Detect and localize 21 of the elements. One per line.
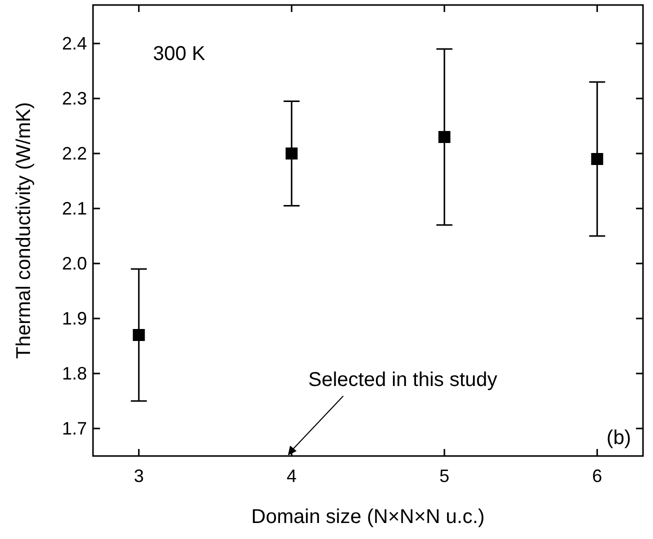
y-tick-label: 1.9 [62, 308, 87, 328]
y-tick-label: 2.4 [62, 34, 87, 54]
annotation: 300 K [153, 43, 206, 65]
y-axis-title: Thermal conductivity (W/mK) [13, 102, 35, 359]
point [591, 153, 604, 165]
y-tick-label: 2.3 [62, 88, 87, 108]
y-tick-label: 1.7 [62, 418, 87, 438]
y-tick-label: 2.2 [62, 144, 87, 164]
x-tick-label: 5 [439, 466, 450, 486]
y-tick-label: 2.1 [62, 198, 87, 218]
y-tick-label: 1.8 [62, 364, 87, 384]
point [438, 131, 450, 143]
y-tick-label: 2.0 [62, 254, 87, 274]
x-tick-label: 4 [286, 466, 297, 486]
annotation: Selected in this study [308, 369, 498, 391]
x-axis-title: Domain size (N×N×N u.c.) [251, 506, 485, 528]
x-tick-label: 6 [592, 466, 602, 486]
annotation: (b) [606, 427, 631, 449]
point [286, 148, 298, 160]
point [132, 329, 145, 341]
x-tick-label: 3 [134, 466, 144, 486]
